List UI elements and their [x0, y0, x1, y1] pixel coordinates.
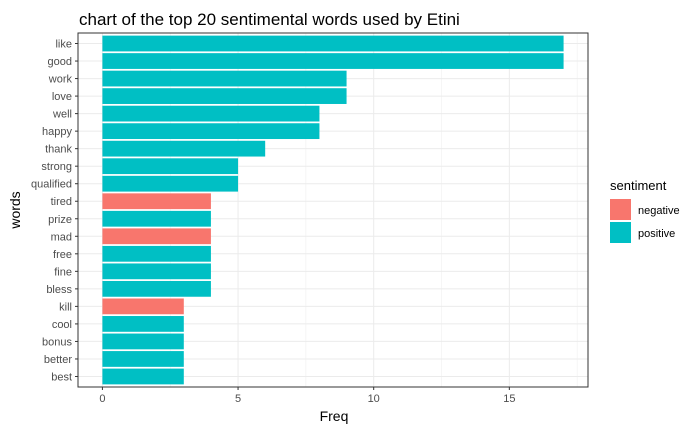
y-tick-label: mad [51, 231, 72, 243]
bars [102, 35, 564, 385]
x-tick-label: 15 [503, 393, 515, 405]
bar-kill [102, 298, 184, 315]
bar-good [102, 53, 564, 69]
bar-work [102, 70, 347, 87]
legend-swatch-negative [610, 199, 631, 220]
bar-qualified [102, 175, 239, 192]
x-axis-title: Freq [320, 408, 349, 424]
legend-label-positive: positive [638, 228, 675, 240]
y-tick-label: best [51, 371, 72, 383]
y-tick-label: prize [48, 214, 72, 226]
y-tick-label: kill [59, 301, 72, 313]
bar-well [102, 105, 320, 122]
legend-swatch-positive [610, 222, 631, 243]
x-tick-label: 10 [368, 393, 380, 405]
bar-best [102, 368, 184, 385]
y-axis: like good work love well happy thank strong qual… [31, 39, 78, 383]
bar-bless [102, 280, 211, 297]
bar-strong [102, 158, 239, 175]
bar-mad [102, 228, 211, 245]
bar-cool [102, 316, 184, 332]
y-tick-label: cool [52, 319, 72, 331]
bar-free [102, 245, 211, 262]
y-tick-label: good [48, 56, 72, 68]
y-tick-label: love [52, 91, 72, 103]
plot-panel [77, 32, 589, 388]
bar-prize [102, 210, 211, 227]
bar-thank [102, 140, 266, 157]
y-tick-label: thank [45, 144, 72, 156]
y-tick-label: qualified [31, 179, 72, 191]
y-tick-label: well [52, 109, 72, 121]
y-tick-label: strong [41, 161, 72, 173]
bar-like [102, 35, 564, 52]
y-tick-label: tired [51, 196, 72, 208]
bar-love [102, 88, 347, 104]
legend-title: sentiment [610, 178, 667, 193]
y-axis-title: words [7, 191, 23, 229]
x-tick-label: 5 [235, 393, 241, 405]
bar-bonus [102, 333, 184, 350]
legend: sentiment negative positive [610, 178, 680, 243]
bar-fine [102, 263, 211, 280]
y-tick-label: fine [54, 266, 72, 278]
bar-happy [102, 123, 320, 140]
x-axis: 0 5 10 15 [99, 387, 515, 405]
y-tick-label: work [48, 74, 73, 86]
x-tick-label: 0 [99, 393, 105, 405]
chart-title: chart of the top 20 sentimental words us… [79, 10, 460, 29]
y-tick-label: bless [46, 284, 72, 296]
bar-better [102, 351, 184, 367]
y-tick-label: bonus [42, 336, 72, 348]
bar-tired [102, 193, 211, 210]
y-tick-label: happy [42, 126, 72, 138]
y-tick-label: free [53, 249, 72, 261]
y-tick-label: like [55, 39, 72, 51]
y-tick-label: better [44, 354, 72, 366]
legend-label-negative: negative [638, 205, 680, 217]
